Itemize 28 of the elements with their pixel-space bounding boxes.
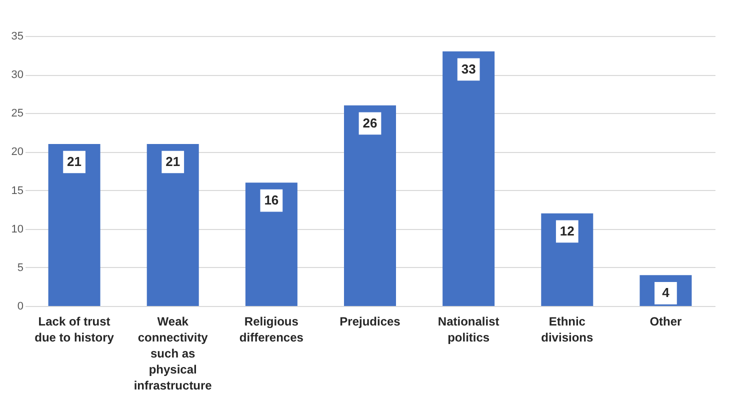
y-tick-label: 20 [11,146,24,158]
bar [344,105,396,306]
y-tick-label: 35 [11,30,24,42]
y-tick-label: 0 [17,300,24,312]
data-label: 26 [362,115,378,130]
bar [146,144,199,306]
x-tick-label: Religious differences [239,314,304,344]
x-tick-label: Other [650,314,682,328]
y-tick-label: 30 [11,69,24,82]
data-label: 4 [662,285,670,300]
x-tick-label: Weak connectivity such as physical infrastructure [134,314,212,392]
y-tick-label: 25 [11,108,24,120]
data-label: 21 [166,154,180,169]
bar [541,213,594,306]
y-tick-label: 10 [11,223,24,236]
data-label: 16 [264,192,279,208]
bar [245,182,298,306]
data-label: 33 [461,61,476,76]
bar [442,51,495,306]
x-tick-label: Nationalist politics [438,314,500,344]
x-tick-label: Prejudices [340,314,401,328]
data-label: 21 [67,154,82,169]
y-tick-label: 15 [11,184,24,197]
x-tick-label: Ethnic divisions [541,314,594,344]
y-tick-label: 5 [17,262,24,274]
bar [48,144,100,306]
data-label: 12 [560,223,574,238]
x-tick-label: Lack of trust due to history [34,314,114,344]
